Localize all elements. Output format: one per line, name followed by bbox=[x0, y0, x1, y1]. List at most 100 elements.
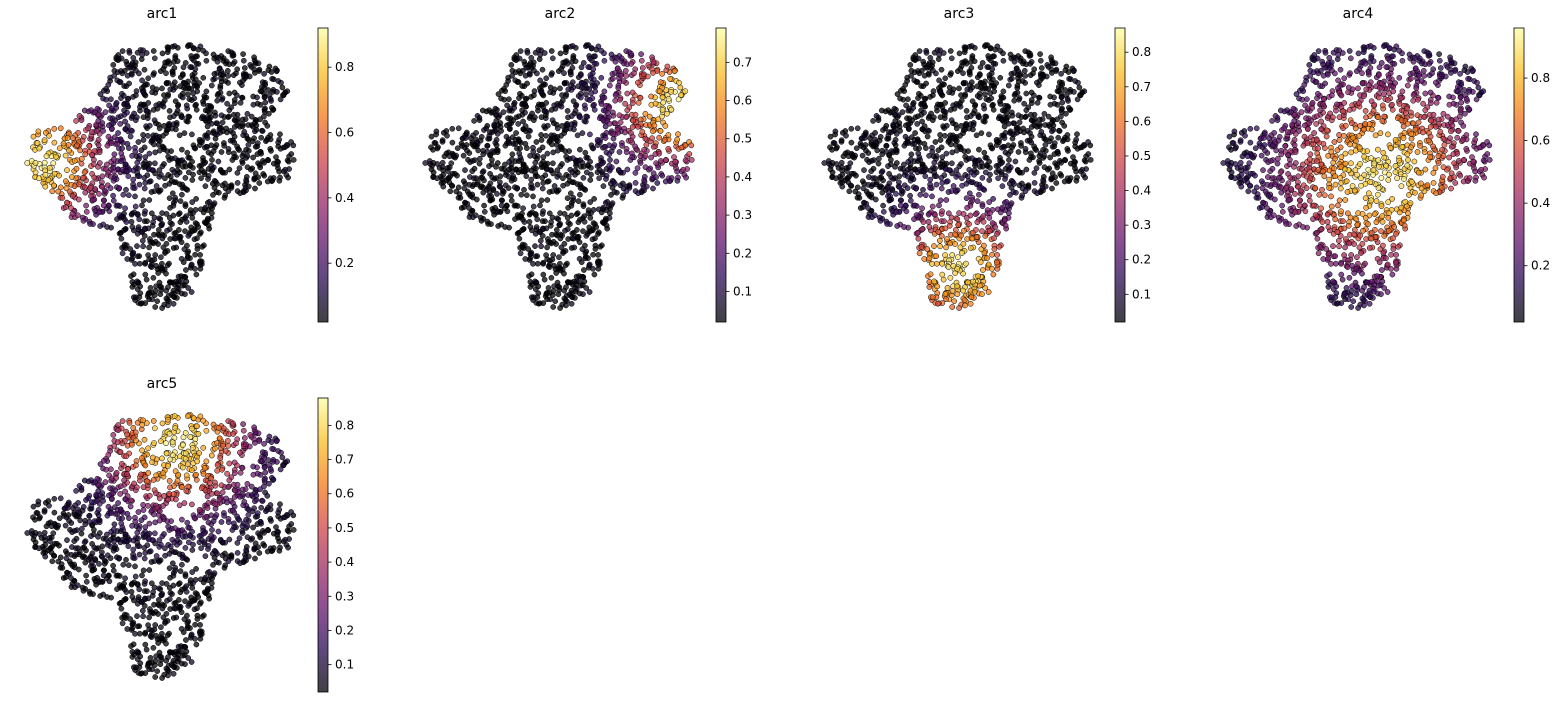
scatter-point bbox=[460, 178, 467, 185]
scatter-point bbox=[188, 97, 195, 103]
scatter-point bbox=[601, 143, 608, 150]
scatter-point bbox=[475, 147, 482, 154]
scatter-point bbox=[181, 130, 188, 136]
scatter-point bbox=[157, 266, 164, 272]
scatter-point bbox=[517, 145, 523, 152]
scatter-point bbox=[538, 114, 545, 121]
scatter-point bbox=[192, 265, 198, 272]
scatter-point bbox=[570, 197, 577, 204]
scatter-point bbox=[868, 158, 875, 164]
scatter-point bbox=[91, 174, 98, 181]
scatter-point bbox=[82, 151, 89, 158]
scatter-point bbox=[449, 125, 456, 132]
scatter-point bbox=[135, 165, 141, 172]
scatter-point bbox=[192, 251, 198, 258]
scatter-point bbox=[1361, 172, 1368, 178]
scatter-point bbox=[111, 175, 118, 182]
scatter-point bbox=[154, 298, 161, 305]
scatter-point bbox=[624, 107, 631, 114]
scatter-point bbox=[1005, 82, 1012, 89]
scatter-point bbox=[1021, 67, 1028, 74]
scatter-point bbox=[560, 182, 566, 189]
scatter-point bbox=[558, 144, 565, 151]
scatter-point bbox=[520, 126, 527, 133]
scatter-point bbox=[159, 85, 165, 92]
scatter-point bbox=[594, 169, 601, 176]
scatter-point bbox=[169, 190, 176, 197]
scatter-point bbox=[180, 72, 186, 78]
scatter-point bbox=[1038, 65, 1045, 71]
scatter-point bbox=[979, 85, 986, 92]
scatter-point bbox=[985, 97, 992, 103]
scatter-point bbox=[892, 118, 899, 124]
scatter-point bbox=[104, 161, 110, 168]
scatter-point bbox=[245, 142, 252, 148]
scatter-point bbox=[892, 136, 899, 143]
scatter-point bbox=[129, 255, 136, 262]
scatter-point bbox=[478, 174, 484, 181]
scatter-point bbox=[117, 137, 124, 144]
scatter-point bbox=[519, 67, 526, 74]
scatter-point bbox=[535, 283, 542, 290]
scatter-point bbox=[119, 48, 126, 54]
scatter-point bbox=[434, 175, 440, 182]
scatter-point bbox=[938, 185, 945, 192]
scatter-point bbox=[843, 165, 850, 171]
scatter-point bbox=[64, 135, 71, 141]
scatter-point bbox=[952, 231, 958, 238]
scatter-point bbox=[153, 120, 159, 127]
scatter-point bbox=[957, 133, 963, 139]
scatter-point bbox=[126, 49, 133, 56]
scatter-point bbox=[903, 208, 910, 215]
scatter-point bbox=[467, 210, 474, 217]
scatter-point bbox=[216, 189, 222, 196]
scatter-point bbox=[222, 185, 229, 192]
scatter-point bbox=[916, 48, 923, 54]
scatter-point bbox=[886, 152, 892, 158]
scatter-point bbox=[115, 130, 121, 136]
scatter-point bbox=[455, 125, 462, 132]
scatter-point bbox=[642, 135, 649, 142]
scatter-point bbox=[969, 235, 976, 242]
scatter-point bbox=[662, 123, 669, 129]
scatter-point bbox=[912, 130, 918, 136]
scatter-point bbox=[533, 165, 539, 172]
scatter-point bbox=[134, 243, 140, 249]
scatter-point bbox=[943, 244, 949, 251]
scatter-point bbox=[160, 133, 166, 139]
scatter-point bbox=[130, 271, 137, 278]
scatter-point bbox=[590, 220, 597, 226]
scatter-plot bbox=[24, 42, 297, 311]
scatter-point bbox=[119, 90, 125, 97]
colorbar-tick-label: 0.3 bbox=[1132, 218, 1151, 232]
scatter-point bbox=[659, 94, 666, 101]
scatter-point bbox=[99, 184, 106, 190]
scatter-point bbox=[59, 195, 66, 201]
scatter-point bbox=[963, 260, 969, 267]
scatter-point bbox=[1056, 79, 1063, 86]
scatter-point bbox=[1343, 236, 1349, 242]
scatter-point bbox=[1002, 176, 1008, 182]
scatter-point bbox=[539, 185, 546, 192]
scatter-point bbox=[947, 274, 954, 281]
scatter-point bbox=[82, 189, 89, 196]
scatter-point bbox=[270, 88, 276, 95]
scatter-point bbox=[1009, 131, 1016, 137]
scatter-point bbox=[276, 168, 282, 175]
scatter-point bbox=[30, 133, 37, 140]
scatter-point bbox=[570, 235, 577, 242]
scatter-point bbox=[1029, 117, 1036, 124]
scatter-point bbox=[196, 169, 203, 176]
scatter-point bbox=[976, 191, 982, 198]
scatter-point bbox=[982, 43, 988, 50]
colorbar-tick-label: 0.1 bbox=[733, 284, 752, 298]
scatter-point bbox=[950, 120, 956, 127]
scatter-point bbox=[477, 137, 484, 144]
scatter-point bbox=[866, 193, 873, 199]
scatter-point bbox=[1009, 75, 1015, 82]
scatter-point bbox=[1073, 136, 1080, 143]
scatter-point bbox=[606, 82, 613, 89]
scatter-point bbox=[971, 171, 977, 178]
scatter-point bbox=[45, 177, 52, 184]
colorbar: 0.10.20.30.40.50.60.70.8 bbox=[1114, 27, 1151, 323]
